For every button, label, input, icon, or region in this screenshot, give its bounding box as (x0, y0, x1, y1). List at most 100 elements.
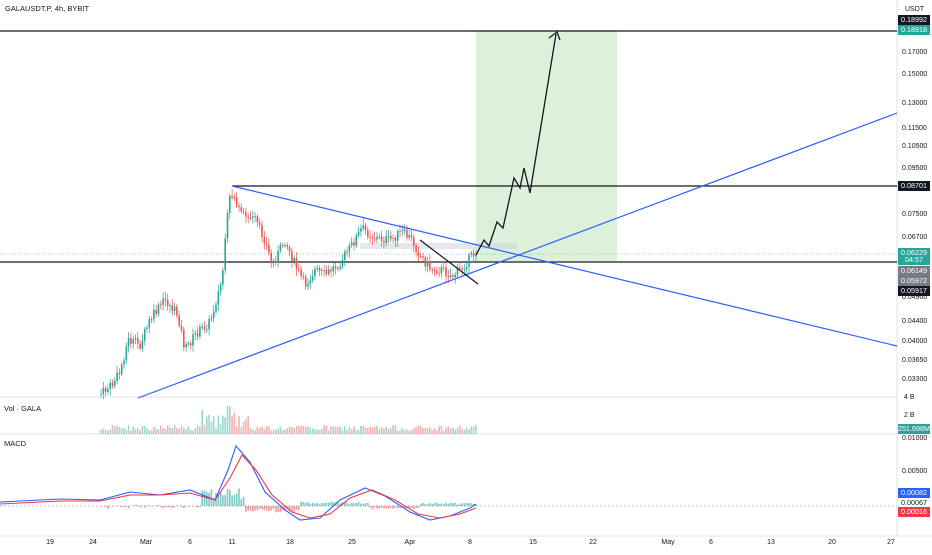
volume-bar (468, 430, 470, 435)
macd-histogram-bar (383, 506, 385, 509)
price-tick: 0.04400 (902, 317, 927, 327)
volume-bar (109, 430, 111, 434)
volume-bar (351, 429, 353, 434)
volume-bar (443, 431, 445, 434)
volume-bar (464, 430, 466, 435)
volume-bar (321, 429, 323, 434)
candle (390, 236, 392, 239)
volume-bar (178, 429, 180, 434)
volume-bar (155, 429, 157, 434)
macd-histogram-bar (128, 506, 130, 509)
candle (222, 270, 224, 284)
candle (464, 269, 466, 270)
volume-bar (201, 410, 203, 434)
candle (146, 327, 148, 329)
candle (381, 237, 383, 242)
candle (362, 225, 364, 228)
macd-histogram-bar (413, 506, 415, 509)
macd-histogram-bar (305, 503, 307, 506)
candle (344, 252, 346, 261)
volume-bar (167, 425, 169, 434)
volume-bar (298, 426, 300, 434)
macd-histogram-bar (316, 503, 318, 506)
volume-bar (153, 427, 155, 434)
macd-histogram-bar (374, 506, 376, 508)
candle (254, 216, 256, 217)
candle (425, 257, 427, 266)
volume-bar (137, 428, 139, 434)
volume-bar (427, 428, 429, 434)
volume-bar (457, 428, 459, 434)
macd-histogram-bar (241, 499, 243, 506)
volume-bar (383, 429, 385, 435)
volume-bar (411, 430, 413, 434)
price-tick: 0.03650 (902, 356, 927, 366)
candle (427, 261, 429, 266)
candle (438, 273, 440, 274)
volume-bar (181, 426, 183, 434)
volume-bar (337, 427, 339, 434)
macd-histogram-bar (438, 504, 440, 506)
volume-bar (397, 431, 399, 434)
volume-bar (310, 427, 312, 434)
macd-histogram-bar (266, 506, 268, 511)
candle (112, 383, 114, 386)
candle (176, 307, 178, 316)
candle (236, 198, 238, 206)
candle (264, 237, 266, 243)
candle (383, 241, 385, 243)
volume-title: Vol · GALA (4, 404, 41, 414)
volume-bar (314, 430, 316, 435)
volume-bar (162, 428, 164, 434)
candle (128, 338, 130, 346)
volume-bar (231, 416, 233, 434)
volume-bar (367, 428, 369, 434)
candle (418, 252, 420, 256)
macd-histogram-bar (234, 495, 236, 506)
volume-bar (381, 427, 383, 434)
macd-histogram-bar (351, 503, 353, 506)
macd-histogram-bar (422, 503, 424, 506)
volume-bar (151, 430, 153, 434)
volume-bar (234, 412, 236, 434)
candle (395, 238, 397, 241)
macd-histogram-bar (298, 506, 300, 510)
macd-histogram-bar (429, 503, 431, 506)
volume-bar (434, 428, 436, 434)
candle (475, 255, 477, 256)
macd-histogram-bar (277, 506, 279, 512)
time-tick: May (656, 538, 680, 548)
candle (335, 266, 337, 268)
candle (188, 343, 190, 344)
volume-tick: 2 B (904, 411, 915, 421)
macd-histogram-bar (227, 489, 229, 506)
candle (275, 261, 277, 263)
candle (174, 307, 176, 311)
volume-bar (121, 429, 123, 435)
volume-bar (369, 427, 371, 434)
candle (415, 246, 417, 252)
candle (358, 232, 360, 236)
macd-histogram-bar (379, 506, 381, 509)
volume-bar (388, 429, 390, 434)
volume-bar (459, 426, 461, 434)
volume-bar (192, 431, 194, 434)
volume-bar (204, 425, 206, 434)
volume-bar (349, 427, 351, 434)
volume-bar (450, 428, 452, 434)
volume-bar (365, 427, 367, 434)
macd-histogram-bar (243, 497, 245, 506)
volume-bar (422, 428, 424, 434)
candle (293, 258, 295, 262)
volume-bar (149, 430, 151, 434)
volume-bar (144, 426, 146, 434)
volume-bar (126, 430, 128, 434)
volume-bar (128, 425, 130, 434)
macd-histogram-bar (208, 493, 210, 506)
candle (252, 217, 254, 219)
volume-bar (395, 425, 397, 434)
volume-bar (372, 427, 374, 434)
volume-bar (185, 430, 187, 435)
